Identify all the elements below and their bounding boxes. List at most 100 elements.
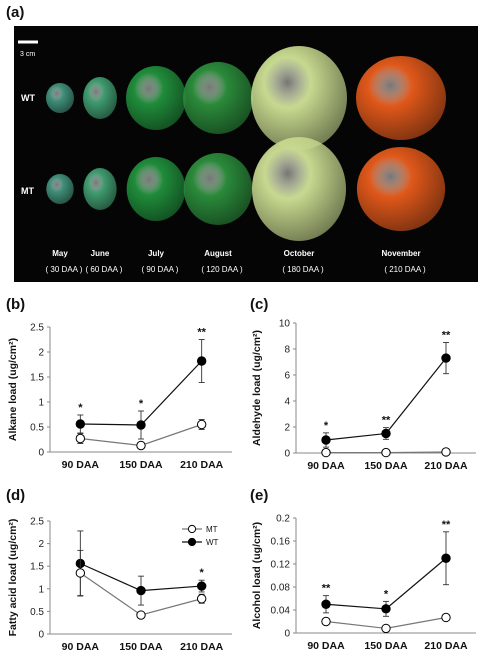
- x-tick-label: 90 DAA: [307, 640, 345, 652]
- stage-month-label: August: [204, 249, 232, 258]
- y-tick-label: 0.08: [271, 583, 291, 594]
- y-tick-label: 0.5: [30, 607, 44, 618]
- x-tick-label: 210 DAA: [424, 640, 468, 652]
- y-tick-label: 6: [284, 371, 290, 382]
- y-tick-label: 1: [38, 584, 44, 595]
- alcohol-chart: 0 0.04 0.08 0.12 0.16 0.2 90 DAA 150 DAA 210 DAA…: [251, 514, 476, 652]
- y-tick-label: 4: [284, 397, 290, 408]
- data-point-mt: [196, 594, 207, 604]
- y-tick-label: 0.5: [30, 423, 44, 434]
- panel-label-b: (b): [6, 296, 26, 313]
- legend-marker: [187, 524, 197, 534]
- data-point-wt: [381, 428, 391, 439]
- y-tick-label: 0: [284, 629, 290, 640]
- data-point-wt: [441, 353, 451, 363]
- fruit-photo: 3 cm WT MT May ( 30 DAA ) June ( 60 DAA ) July (…: [18, 40, 446, 274]
- legend-label: MT: [206, 525, 218, 534]
- data-point-mt: [441, 447, 451, 457]
- x-tick-label: 210 DAA: [424, 460, 468, 472]
- data-point-wt: [196, 356, 207, 366]
- row-label-wt: WT: [21, 93, 35, 103]
- x-tick-label: 90 DAA: [307, 460, 345, 472]
- data-point-wt: [321, 599, 331, 609]
- significance-marker: **: [442, 330, 451, 342]
- x-tick-label: 90 DAA: [62, 459, 100, 471]
- data-point-mt: [75, 433, 86, 444]
- fruit-photo-panel: 3 cm WT MT May ( 30 DAA ) June ( 60 DAA ) July (…: [14, 26, 478, 282]
- data-point-wt: [441, 553, 451, 563]
- significance-marker: *: [200, 567, 205, 579]
- significance-marker: *: [78, 402, 83, 414]
- data-point-mt: [75, 568, 86, 578]
- significance-marker: *: [139, 398, 144, 410]
- stage-daa-label: ( 210 DAA ): [384, 265, 426, 274]
- data-point-mt: [381, 623, 391, 634]
- data-point-mt: [321, 616, 331, 627]
- x-tick-label: 150 DAA: [119, 459, 163, 471]
- fruit-mt-october: [251, 137, 347, 241]
- data-point-wt: [381, 604, 391, 614]
- fruit-mt-august: [183, 153, 253, 225]
- x-tick-label: 90 DAA: [62, 641, 100, 653]
- stage-daa-label: ( 90 DAA ): [142, 265, 179, 274]
- y-tick-label: 0: [38, 448, 44, 459]
- fruit-wt-june: [83, 77, 117, 119]
- fruit-wt-may: [46, 83, 74, 113]
- y-axis-label: Alkane load (ug/cm²): [7, 338, 19, 441]
- y-tick-label: 8: [284, 345, 290, 356]
- data-point-wt: [136, 585, 146, 596]
- y-tick-label: 0: [284, 449, 290, 460]
- stage-month-label: July: [148, 249, 165, 258]
- y-tick-label: 0.04: [271, 606, 291, 617]
- data-point-wt: [196, 581, 207, 591]
- stage-daa-label: ( 120 DAA ): [201, 265, 243, 274]
- fruit-mt-may: [46, 174, 74, 204]
- stage-month-label: October: [284, 249, 315, 258]
- data-point-mt: [321, 447, 331, 458]
- significance-marker: **: [442, 519, 451, 531]
- fruit-wt-october: [251, 46, 347, 150]
- fruit-wt-july: [126, 66, 186, 130]
- y-tick-label: 2.5: [30, 517, 44, 528]
- y-tick-label: 0.12: [271, 560, 291, 571]
- fruit-mt-november: [356, 147, 446, 231]
- data-point-mt: [381, 447, 391, 458]
- y-tick-label: 2: [38, 539, 44, 550]
- y-tick-label: 2.5: [30, 323, 44, 334]
- y-tick-label: 0.2: [276, 514, 290, 525]
- y-tick-label: 2: [284, 423, 290, 434]
- stage-daa-label: ( 180 DAA ): [282, 265, 324, 274]
- panel-label-d: (d): [6, 487, 26, 504]
- panel-label-a: (a): [6, 4, 25, 21]
- legend-marker: [187, 537, 197, 547]
- y-tick-label: 1: [38, 398, 44, 409]
- x-tick-label: 210 DAA: [180, 459, 224, 471]
- stage-month-label: May: [52, 249, 68, 258]
- x-tick-label: 210 DAA: [180, 641, 224, 653]
- panel-label-e: (e): [250, 487, 269, 504]
- fatty-acid-chart: 0 0.5 1 1.5 2 2.5 90 DAA 150 DAA 210 DAA Fatty ac…: [7, 517, 232, 653]
- x-tick-label: 150 DAA: [119, 641, 163, 653]
- y-tick-label: 0: [38, 630, 44, 641]
- y-tick-label: 1.5: [30, 373, 44, 384]
- row-label-mt: MT: [21, 186, 34, 196]
- x-tick-label: 150 DAA: [364, 640, 408, 652]
- data-point-wt: [321, 435, 331, 445]
- y-tick-label: 1.5: [30, 562, 44, 573]
- y-tick-label: 0.16: [271, 537, 291, 548]
- significance-marker: **: [197, 327, 206, 339]
- stage-daa-label: ( 60 DAA ): [86, 265, 123, 274]
- panel-label-c: (c): [250, 296, 269, 313]
- fruit-mt-july: [126, 157, 186, 221]
- data-point-mt: [136, 610, 146, 620]
- legend-label: WT: [206, 538, 219, 547]
- y-axis-label: Aldehyde load (ug/cm²): [251, 330, 263, 446]
- fruit-mt-june: [83, 168, 117, 210]
- aldehyde-chart: 0 2 4 6 8 10 90 DAA 150 DAA 210 DAA Aldehyde load…: [251, 319, 476, 472]
- significance-marker: **: [382, 415, 391, 427]
- y-axis-label: Alcohol load (ug/cm²): [251, 522, 263, 629]
- stage-daa-label: ( 30 DAA ): [46, 265, 83, 274]
- stage-month-label: November: [381, 249, 420, 258]
- data-point-mt: [136, 440, 146, 451]
- x-tick-label: 150 DAA: [364, 460, 408, 472]
